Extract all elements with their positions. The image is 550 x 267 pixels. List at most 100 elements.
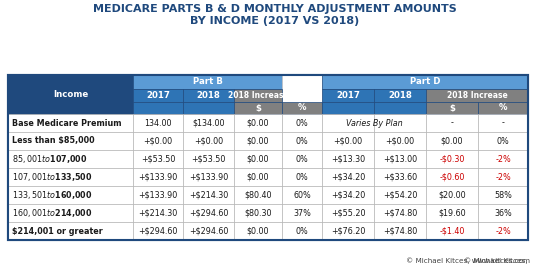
Bar <box>8 75 528 240</box>
Text: 2018: 2018 <box>196 91 221 100</box>
Bar <box>8 168 133 186</box>
Bar <box>478 114 528 132</box>
Text: $20.00: $20.00 <box>438 190 466 199</box>
Text: $160,001 to $214,000: $160,001 to $214,000 <box>12 207 92 219</box>
Bar <box>374 204 426 222</box>
Text: $134.00: $134.00 <box>192 119 225 128</box>
Text: +$294.60: +$294.60 <box>189 209 228 218</box>
Text: +$294.60: +$294.60 <box>189 226 228 235</box>
Bar <box>8 75 133 114</box>
Bar <box>8 114 133 132</box>
Text: 0%: 0% <box>296 226 309 235</box>
Text: © Michael Kitces, www.kitces.com: © Michael Kitces, www.kitces.com <box>406 257 530 264</box>
Text: $0.00: $0.00 <box>441 136 463 146</box>
Bar <box>478 222 528 240</box>
Text: $0.00: $0.00 <box>247 119 270 128</box>
Bar <box>426 204 478 222</box>
Bar <box>322 75 528 89</box>
Bar <box>426 132 478 150</box>
Text: +$0.00: +$0.00 <box>386 136 415 146</box>
Text: 58%: 58% <box>494 190 512 199</box>
Bar <box>133 168 183 186</box>
Bar <box>8 204 133 222</box>
Bar <box>183 102 234 114</box>
Bar <box>183 168 234 186</box>
Text: $107,001 to $133,500: $107,001 to $133,500 <box>12 171 92 183</box>
Text: +$76.20: +$76.20 <box>331 226 365 235</box>
Text: +$54.20: +$54.20 <box>383 190 417 199</box>
Bar <box>374 222 426 240</box>
Text: -$0.60: -$0.60 <box>439 172 465 182</box>
Bar <box>478 150 528 168</box>
Text: Base Medicare Premium: Base Medicare Premium <box>12 119 122 128</box>
Text: 2018 Increase: 2018 Increase <box>447 91 507 100</box>
Text: $0.00: $0.00 <box>247 136 270 146</box>
Text: +$74.80: +$74.80 <box>383 226 417 235</box>
Bar <box>282 75 322 114</box>
Bar <box>322 114 374 132</box>
Bar <box>426 168 478 186</box>
Bar <box>322 132 374 150</box>
Bar <box>234 168 282 186</box>
Bar <box>234 204 282 222</box>
Text: +$294.60: +$294.60 <box>138 226 178 235</box>
Text: 2017: 2017 <box>146 91 170 100</box>
Bar <box>234 102 282 114</box>
Bar <box>282 186 322 204</box>
Bar <box>133 114 183 132</box>
Bar <box>322 186 374 204</box>
Text: +$13.00: +$13.00 <box>383 155 417 163</box>
Text: 134.00: 134.00 <box>144 119 172 128</box>
Bar <box>322 102 374 114</box>
Text: +$53.50: +$53.50 <box>141 155 175 163</box>
Text: $0.00: $0.00 <box>247 155 270 163</box>
Bar <box>133 186 183 204</box>
Bar <box>234 150 282 168</box>
Text: © Michael Kitces,: © Michael Kitces, <box>464 257 530 264</box>
Bar <box>133 204 183 222</box>
Text: +$34.20: +$34.20 <box>331 172 365 182</box>
Text: 37%: 37% <box>293 209 311 218</box>
Text: +$133.90: +$133.90 <box>189 172 228 182</box>
Text: +$34.20: +$34.20 <box>331 190 365 199</box>
Text: -2%: -2% <box>495 172 511 182</box>
Text: $85,001 to $107,000: $85,001 to $107,000 <box>12 153 87 165</box>
Text: +$13.30: +$13.30 <box>331 155 365 163</box>
Bar <box>426 114 478 132</box>
Text: $0.00: $0.00 <box>247 172 270 182</box>
Bar <box>234 114 282 132</box>
Bar <box>133 75 282 89</box>
Text: +$53.50: +$53.50 <box>191 155 225 163</box>
Bar <box>183 114 234 132</box>
Text: Part B: Part B <box>192 77 222 87</box>
Bar <box>322 150 374 168</box>
Text: -$0.30: -$0.30 <box>439 155 465 163</box>
Bar <box>478 132 528 150</box>
Text: +$55.20: +$55.20 <box>331 209 365 218</box>
Bar <box>282 168 322 186</box>
Text: $: $ <box>255 104 261 112</box>
Text: $133,501 to $160,000: $133,501 to $160,000 <box>12 189 92 201</box>
Bar <box>282 204 322 222</box>
Bar <box>374 102 426 114</box>
Bar <box>426 222 478 240</box>
Bar <box>374 168 426 186</box>
Bar <box>322 89 374 102</box>
Bar <box>478 186 528 204</box>
Text: Varies By Plan: Varies By Plan <box>345 119 403 128</box>
Bar <box>183 204 234 222</box>
Text: 0%: 0% <box>296 155 309 163</box>
Bar <box>374 89 426 102</box>
Bar <box>183 150 234 168</box>
Text: 2018 Increase: 2018 Increase <box>228 91 288 100</box>
Bar <box>183 186 234 204</box>
Text: Less than $85,000: Less than $85,000 <box>12 136 95 146</box>
Bar <box>234 186 282 204</box>
Text: 2018: 2018 <box>388 91 412 100</box>
Bar <box>426 89 528 102</box>
Bar <box>8 150 133 168</box>
Text: -: - <box>450 119 453 128</box>
Text: %: % <box>499 104 507 112</box>
Text: 0%: 0% <box>497 136 509 146</box>
Bar <box>133 222 183 240</box>
